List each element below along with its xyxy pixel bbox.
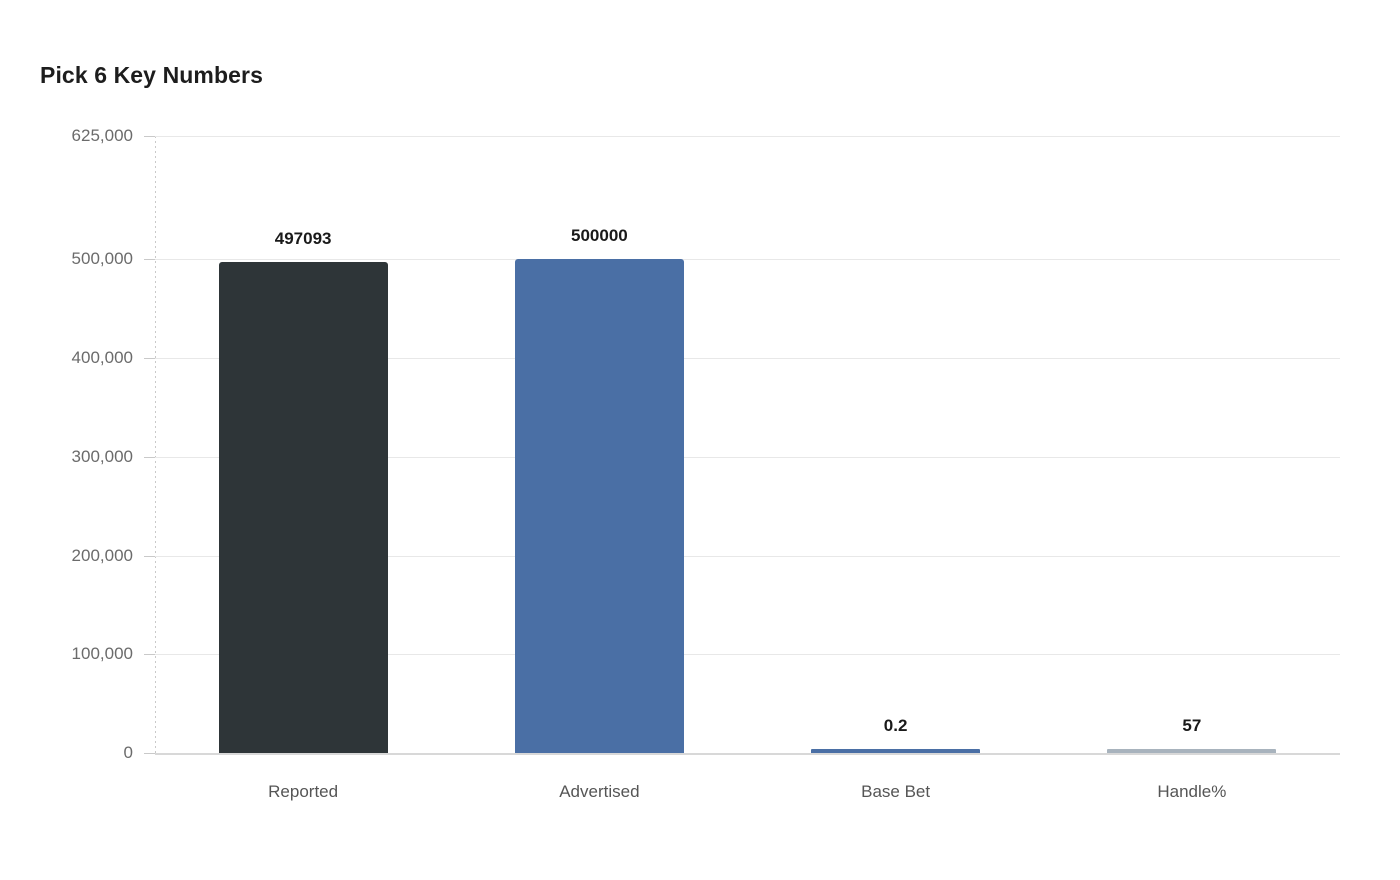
bar-value-label: 0.2 [883,716,908,735]
gridline-625000 [155,136,1340,137]
x-category-label: Handle% [1157,782,1227,801]
y-tick-label: 400,000 [71,348,133,368]
gridline-300000 [155,456,1340,458]
bar-value-label: 500000 [571,226,628,246]
x-category-label: Reported [268,782,339,801]
chart-title: Pick 6 Key Numbers [40,62,263,88]
y-tick-mark [144,654,155,656]
bar-advertised[interactable] [514,259,684,753]
gridline-500000 [155,259,1340,261]
bar-value-label: 497093 [274,229,332,249]
y-tick-mark [144,358,155,360]
bar-base-bet[interactable] [811,749,981,753]
y-tick-mark [144,259,155,261]
y-tick-label: 100,000 [71,644,133,664]
gridline-100000 [155,654,1340,656]
plot-area [155,136,1340,755]
y-tick-label: 200,000 [71,545,133,565]
x-category-label: Base Bet [861,782,931,801]
y-tick-label: 625,000 [71,126,133,145]
gridline-200000 [155,555,1340,557]
bar-reported[interactable] [218,262,388,753]
bar-handle[interactable] [1107,749,1277,753]
y-tick-label: 0 [123,743,133,762]
bar-value-label: 57 [1182,716,1202,735]
y-tick-label: 300,000 [71,446,133,466]
y-axis-line [155,136,156,753]
y-tick-mark [144,456,155,458]
y-tick-label: 500,000 [71,249,133,269]
gridline-0 [155,753,1340,755]
y-tick-mark [144,136,155,137]
y-tick-mark [144,555,155,557]
x-category-label: Advertised [559,782,640,801]
gridline-400000 [155,358,1340,360]
y-tick-mark [144,753,155,754]
